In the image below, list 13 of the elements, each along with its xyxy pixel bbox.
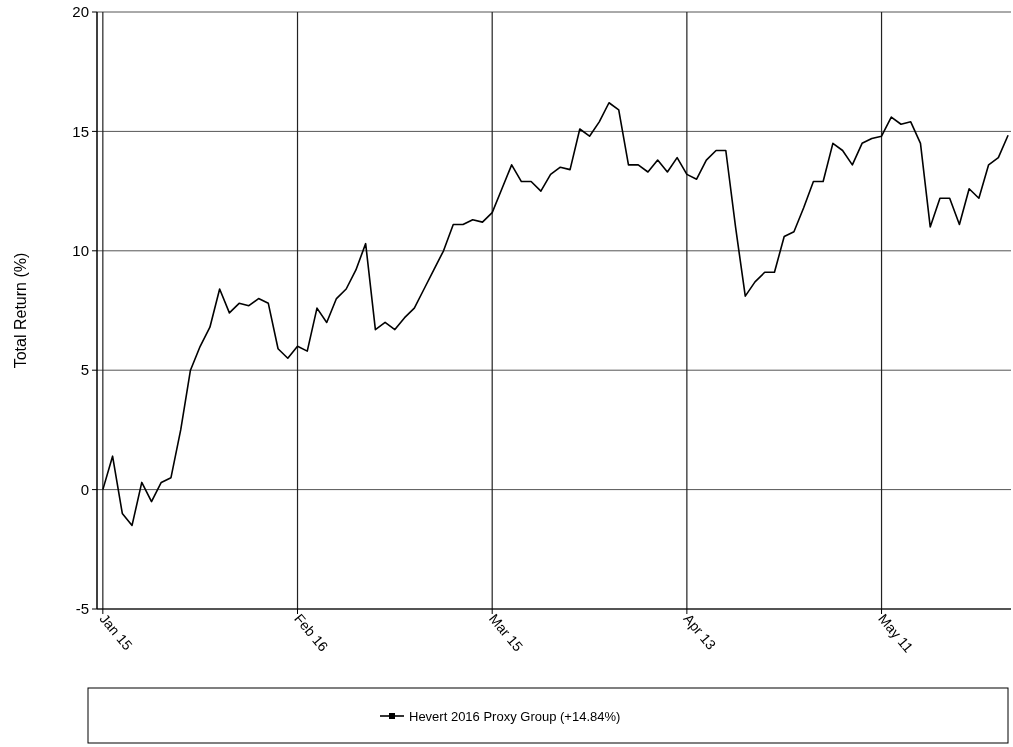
x-tick-label: Jan 15 <box>96 610 136 654</box>
x-tick-label: Apr 13 <box>680 610 720 653</box>
y-tick-label: -5 <box>75 600 89 618</box>
y-tick-label: 0 <box>80 480 89 498</box>
y-axis-title: Total Return (%) <box>12 252 29 369</box>
y-tick-label: 5 <box>80 361 89 379</box>
y-tick-label: 15 <box>72 122 89 140</box>
y-tick-label: 10 <box>72 242 89 260</box>
y-tick-label: 20 <box>72 3 89 21</box>
x-tick-label: Feb 16 <box>291 610 332 655</box>
x-tick-label: Mar 15 <box>485 610 527 655</box>
legend-label: Hevert 2016 Proxy Group (+14.84%) <box>409 708 621 724</box>
line-series <box>102 101 1009 527</box>
